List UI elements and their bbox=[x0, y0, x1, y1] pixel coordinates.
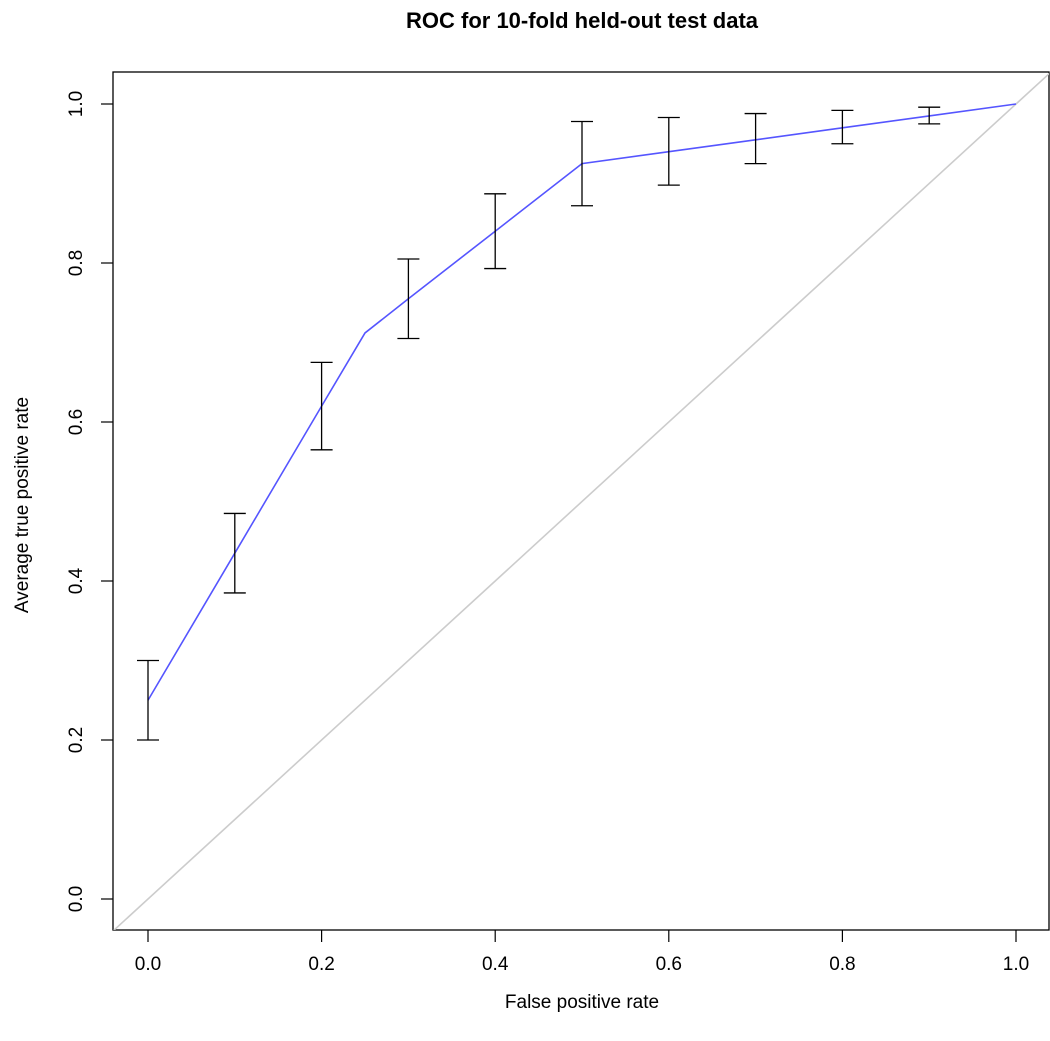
plot-frame bbox=[112, 71, 1050, 931]
chart-title: ROC for 10-fold held-out test data bbox=[406, 8, 759, 33]
y-axis-label: Average true positive rate bbox=[12, 397, 33, 613]
x-tick-label: 0.0 bbox=[135, 954, 161, 975]
plot-area: 0.0 0.2 0.4 0.6 0.8 1.0 0.0 0.2 0.4 0.6 0.8 1.0 bbox=[66, 72, 1049, 975]
y-tick-label: 1.0 bbox=[66, 91, 87, 117]
x-axis-label: False positive rate bbox=[505, 992, 659, 1013]
x-tick-label: 0.6 bbox=[656, 954, 682, 975]
y-tick-label: 0.8 bbox=[66, 250, 87, 276]
y-tick-label: 0.4 bbox=[66, 567, 87, 594]
x-tick-label: 0.8 bbox=[829, 954, 855, 975]
y-tick-label: 0.2 bbox=[66, 727, 87, 753]
x-tick-label: 1.0 bbox=[1003, 954, 1029, 975]
x-tick-label: 0.4 bbox=[482, 954, 509, 975]
y-tick-label: 0.6 bbox=[66, 409, 87, 435]
x-tick-label: 0.2 bbox=[308, 954, 334, 975]
y-tick-label: 0.0 bbox=[66, 886, 87, 912]
roc-curve-line bbox=[147, 103, 1017, 701]
reference-diagonal-line bbox=[113, 72, 1049, 930]
